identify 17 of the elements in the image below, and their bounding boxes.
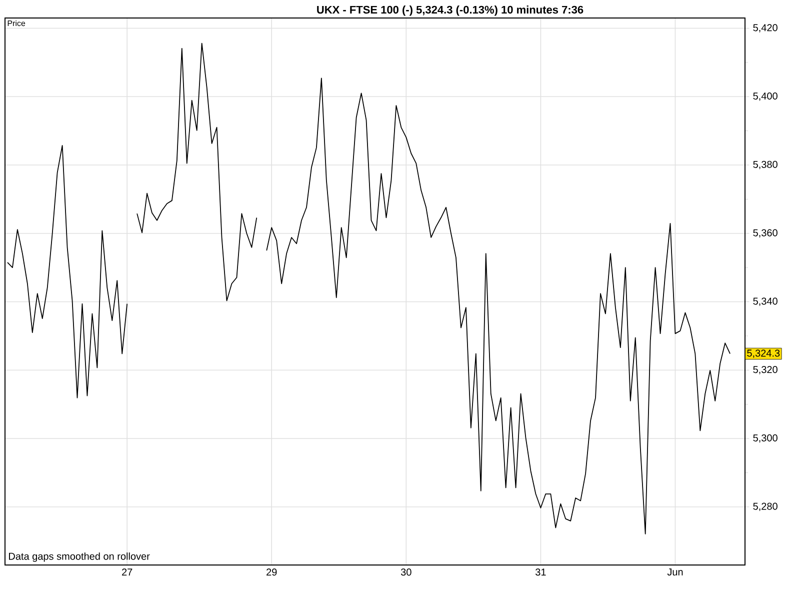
x-tick-label: 30 — [400, 568, 412, 576]
y-tick-label: 5,360 — [753, 229, 778, 238]
y-tick-label: 5,380 — [753, 160, 778, 170]
x-tick-label: Jun — [667, 568, 683, 576]
y-tick-label: 5,340 — [753, 298, 778, 306]
y-tick-label: 5,280 — [753, 502, 778, 512]
y-tick-label: 5,320 — [753, 366, 778, 374]
annotation: Data gaps smoothed on rollover — [9, 552, 150, 562]
x-tick-label: 27 — [122, 568, 132, 576]
y-tick-label: 5,400 — [753, 92, 778, 101]
x-tick-label: 31 — [536, 568, 546, 576]
y-tick-label: 5,300 — [753, 434, 778, 443]
y-tick-label: 5,420 — [753, 24, 778, 32]
text: 5,324.3 — [747, 350, 780, 358]
x-tick-label: 29 — [266, 568, 277, 576]
y-axis-title: Price — [8, 20, 26, 26]
chart-title: UKX - FTSE 100 (-) 5,324.3 (-0.13%) 10 minutes 7:36 — [317, 6, 584, 16]
